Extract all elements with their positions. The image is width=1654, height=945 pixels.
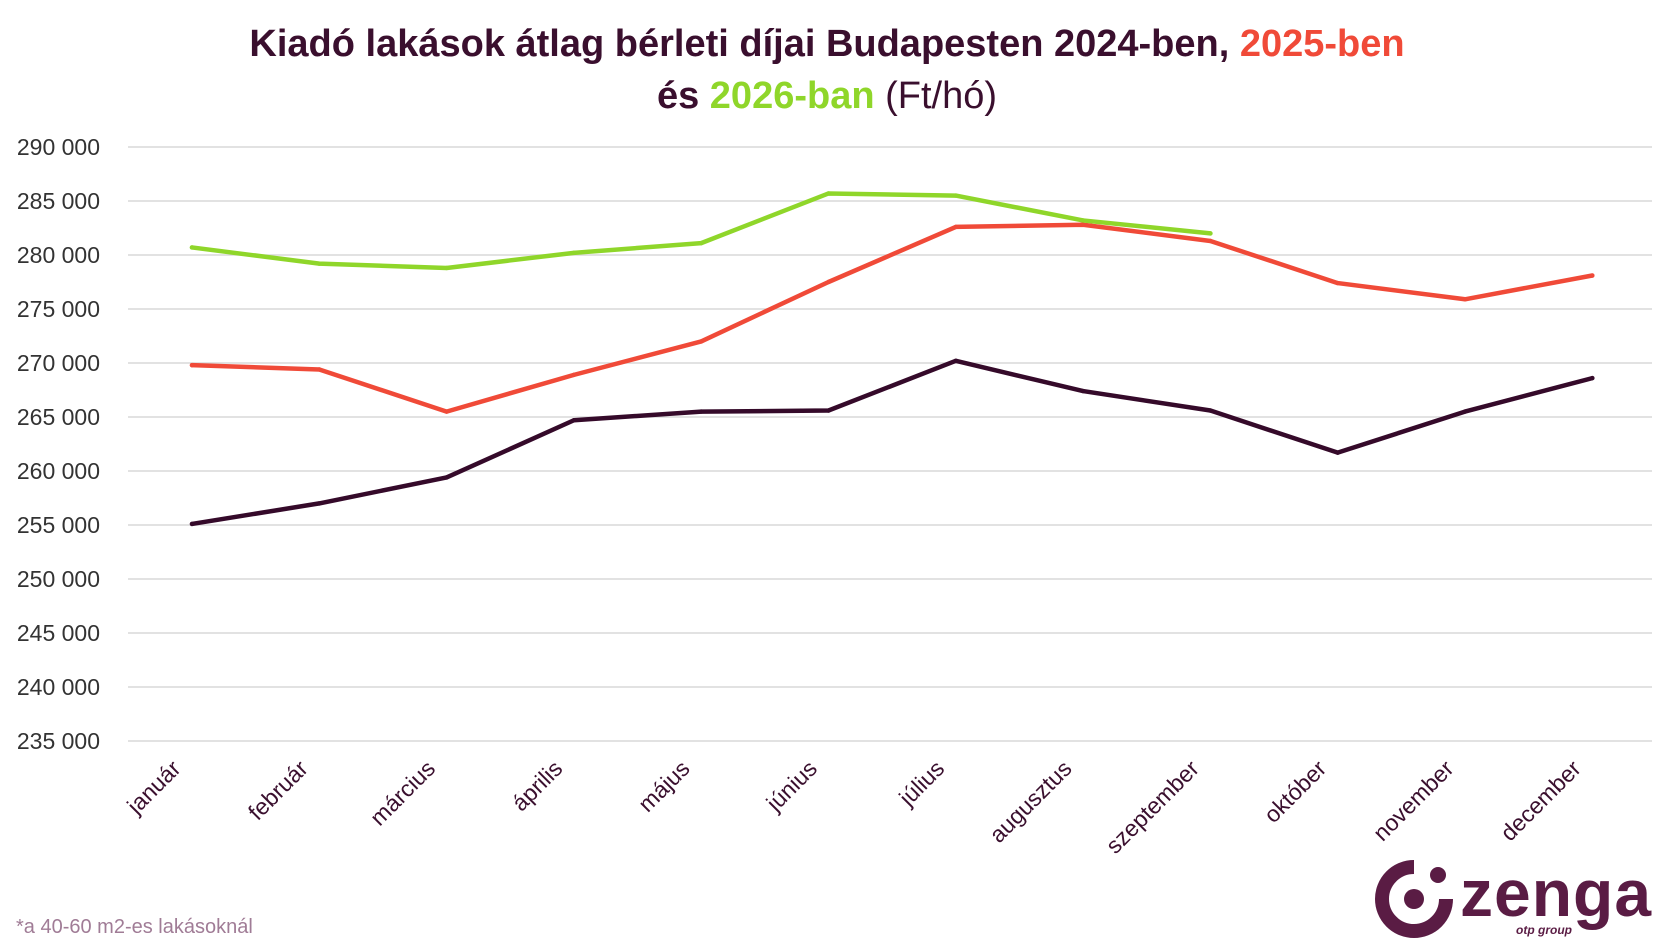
zenga-subtitle: otp group [1516,923,1572,937]
data-point-2025 [1590,273,1595,278]
data-point-2025 [571,372,577,378]
data-point-2026 [444,265,449,271]
y-axis-ticks: 235 000 240 000 245 000 250 000 255 000 260 0… [17,134,100,754]
data-point-2025 [1335,280,1340,286]
x-tick-label: május [633,755,695,817]
data-point-2026 [1080,218,1086,223]
series-line-2026 [189,191,1213,271]
data-point-2024 [444,475,449,480]
y-tick-label: 250 000 [17,566,100,592]
gridlines [128,146,1652,742]
x-tick-label: január [121,755,186,820]
zenga-mark-icon [1375,860,1453,938]
footnote: *a 40-60 m2-es lakásoknál [16,916,253,938]
data-point-2024 [1080,388,1086,394]
y-tick-label: 270 000 [17,350,100,376]
data-point-2026 [189,245,195,250]
data-point-2024 [953,358,958,364]
data-point-2026 [953,193,958,198]
data-point-2025 [1208,238,1213,244]
series-line-2025 [189,222,1595,414]
y-tick-label: 240 000 [17,674,100,700]
x-tick-label: december [1495,755,1586,846]
y-tick-label: 290 000 [17,134,100,160]
chart-title-line2: és 2026-ban (Ft/hó) [657,75,997,117]
x-tick-label: július [893,755,949,811]
y-tick-label: 280 000 [17,242,100,268]
data-point-2026 [1208,231,1213,236]
data-point-2025 [1080,222,1086,227]
y-tick-label: 260 000 [17,458,100,484]
data-point-2024 [317,501,322,506]
y-tick-label: 255 000 [17,512,100,538]
data-point-2026 [699,240,704,246]
x-tick-label: november [1368,755,1459,846]
chart-title-line1: Kiadó lakások átlag bérleti díjai Budape… [249,23,1404,65]
data-point-2026 [826,191,831,196]
data-point-2025 [953,224,958,230]
x-tick-label: április [507,755,568,816]
data-point-2024 [571,418,577,423]
data-point-2025 [826,279,831,285]
data-point-2025 [189,362,195,368]
x-tick-label: február [243,755,313,825]
data-point-2024 [1462,409,1468,414]
data-point-2024 [189,521,195,527]
x-axis-ticks: január február március április május június jú… [121,755,1586,859]
data-point-2025 [1462,297,1468,302]
x-tick-label: szeptember [1101,755,1205,859]
data-point-2024 [826,408,831,413]
y-tick-label: 275 000 [17,296,100,322]
y-tick-label: 245 000 [17,620,100,646]
y-tick-label: 235 000 [17,728,100,754]
data-point-2026 [317,261,322,266]
data-point-2024 [1335,450,1340,455]
data-point-2024 [1590,375,1595,381]
x-tick-label: október [1259,755,1332,828]
data-point-2025 [699,339,704,344]
y-tick-label: 285 000 [17,188,100,214]
series-lines [189,191,1595,527]
data-point-2024 [699,409,704,414]
x-tick-label: augusztus [984,755,1077,848]
x-tick-label: június [760,755,822,817]
data-point-2026 [571,250,577,256]
data-point-2025 [317,367,322,372]
y-tick-label: 265 000 [17,404,100,430]
x-tick-label: március [365,755,440,830]
zenga-wordmark: zenga [1460,856,1653,930]
series-line-2024 [189,358,1595,527]
zenga-logo: zenga otp group [1374,856,1651,939]
data-point-2024 [1208,408,1213,413]
data-point-2025 [444,409,449,414]
